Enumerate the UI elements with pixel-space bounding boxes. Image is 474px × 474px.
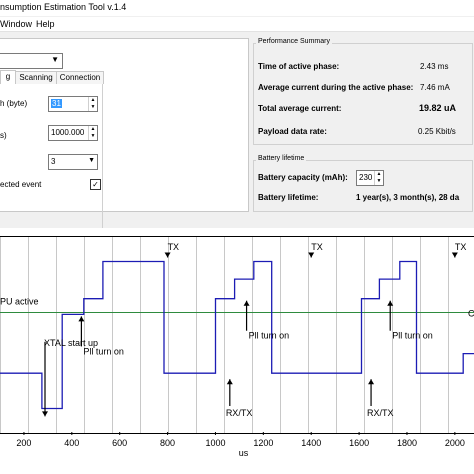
payload-length-label: h (byte) — [0, 99, 28, 108]
arrow-down-icon — [164, 252, 171, 258]
arrow-down-icon — [78, 316, 85, 322]
active-time-label: Time of active phase: — [258, 62, 340, 71]
battery-lifetime-value: 1 year(s), 3 month(s), 28 da — [356, 193, 460, 202]
x-tick-label: 1600 — [349, 438, 369, 448]
window-title: nsumption Estimation Tool v.1.4 — [0, 2, 127, 12]
annotation: TX — [451, 242, 467, 258]
chevron-down-icon: ▼ — [51, 55, 59, 64]
annotation-label: TX — [311, 242, 323, 252]
current-profile-chart: PU active 200 400 600 800 1000 1200 1400 1600 180… — [0, 228, 474, 474]
battery-capacity-value: 230 — [359, 173, 373, 182]
annotation-label: XTAL start up — [44, 338, 98, 348]
arrow-down-icon — [42, 411, 48, 417]
tab-content: h (byte) 31 ▲ ▼ s) 1000.000 ▲ ▼ 3 ▼ ected … — [0, 84, 103, 234]
arrow-down-icon — [368, 379, 375, 385]
tab-advertising[interactable]: g — [0, 70, 16, 84]
annotation-label: Pll turn on — [392, 331, 433, 341]
x-tick-label: 400 — [64, 438, 79, 448]
connected-event-label: ected event — [0, 180, 42, 189]
annotation-label: RX/TX — [226, 408, 253, 418]
annotation: Pll turn on — [387, 300, 433, 341]
arrow-down-icon — [387, 300, 394, 306]
x-tick-label: 1800 — [397, 438, 417, 448]
x-tick-label: 2000 — [445, 438, 465, 448]
x-tick-label: 800 — [160, 438, 175, 448]
annotation: TX — [164, 242, 180, 258]
arrow-down-icon — [308, 252, 315, 258]
annotation-label: Pll turn on — [249, 331, 290, 341]
payload-rate-value: 0.25 Kbit/s — [418, 127, 456, 136]
interval-spinner[interactable]: 1000.000 ▲ ▼ — [48, 125, 98, 141]
annotation-label: TX — [455, 242, 467, 252]
battery-capacity-spinner[interactable]: 230 ▲ ▼ — [356, 170, 384, 186]
annotation-label: Pll turn on — [83, 346, 124, 356]
series-line-0 — [0, 260, 474, 410]
tab-scanning[interactable]: Scanning — [15, 71, 57, 84]
annotation: TX — [308, 242, 323, 258]
annotation: C — [468, 308, 474, 318]
interval-value: 1000.000 — [51, 128, 85, 137]
menu-bar: Window Help — [0, 17, 474, 32]
annotation-label: TX — [168, 242, 180, 252]
connected-event-checkbox[interactable]: ✓ — [90, 179, 101, 190]
channels-dropdown[interactable]: 3 ▼ — [48, 154, 98, 170]
chart-svg: PU active 200 400 600 800 1000 1200 1400 1600 180… — [0, 242, 474, 458]
avg-active-value: 7.46 mA — [420, 83, 450, 92]
title-bar: nsumption Estimation Tool v.1.4 — [0, 0, 474, 16]
interval-label: s) — [0, 131, 7, 140]
active-time-value: 2.43 ms — [420, 62, 449, 71]
menu-item-window[interactable]: Window — [0, 19, 33, 29]
channels-value: 3 — [51, 157, 56, 166]
battery-lifetime-group — [253, 160, 473, 212]
x-axis-label: us — [239, 448, 249, 458]
battery-capacity-label: Battery capacity (mAh): — [258, 173, 348, 182]
reference-line-label: PU active — [0, 296, 39, 306]
avg-active-label: Average current during the active phase: — [258, 83, 414, 92]
x-tick-label: 1200 — [253, 438, 273, 448]
spinner-arrows-icon[interactable]: ▲ ▼ — [88, 97, 97, 111]
arrow-down-icon — [226, 379, 233, 385]
chevron-down-icon: ▼ — [88, 157, 95, 164]
annotation: RX/TX — [367, 379, 394, 418]
spinner-arrows-icon[interactable]: ▲ ▼ — [88, 126, 97, 140]
total-avg-value: 19.82 uA — [419, 103, 457, 113]
annotation: RX/TX — [226, 379, 253, 418]
arrow-down-icon — [451, 252, 458, 258]
performance-summary-title: Performance Summary — [256, 38, 332, 45]
annotation: Pll turn on — [243, 300, 290, 341]
annotation: Pll turn on — [78, 316, 124, 356]
battery-lifetime-label: Battery lifetime: — [258, 193, 319, 202]
payload-rate-label: Payload data rate: — [258, 127, 327, 136]
x-tick-label: 1400 — [301, 438, 321, 448]
annotation-label: C — [468, 308, 474, 318]
payload-length-value: 31 — [51, 99, 62, 108]
arrow-down-icon — [243, 300, 250, 306]
spinner-arrows-icon[interactable]: ▲ ▼ — [374, 171, 383, 185]
profile-select[interactable]: ▼ — [0, 53, 63, 69]
annotation: XTAL start up — [42, 338, 98, 417]
tab-connection[interactable]: Connection — [56, 71, 104, 84]
settings-panel: ▼ g Scanning Connection h (byte) 31 ▲ ▼ s… — [0, 38, 249, 234]
menu-item-help[interactable]: Help — [36, 19, 55, 29]
x-tick-label: 200 — [16, 438, 31, 448]
x-tick-label: 1000 — [205, 438, 225, 448]
performance-summary-group — [253, 43, 473, 145]
plot-area — [0, 236, 474, 434]
battery-lifetime-title: Battery lifetime — [256, 155, 307, 162]
annotation-label: RX/TX — [367, 408, 394, 418]
x-tick-label: 600 — [112, 438, 127, 448]
payload-length-spinner[interactable]: 31 ▲ ▼ — [48, 96, 98, 112]
total-avg-label: Total average current: — [258, 104, 342, 113]
